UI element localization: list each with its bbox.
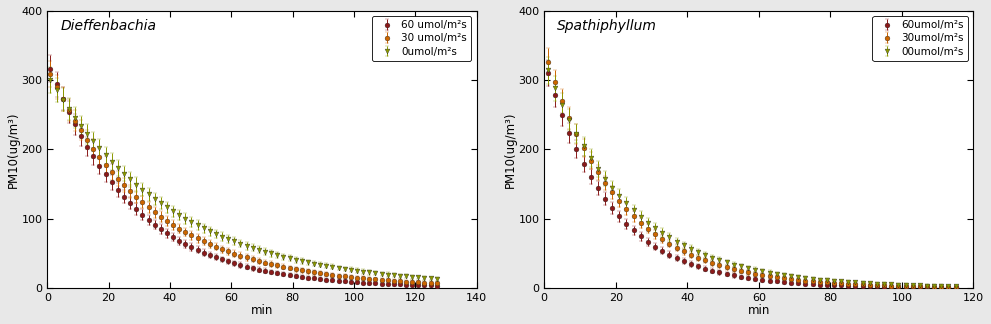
Y-axis label: PM10(ug/m³): PM10(ug/m³) bbox=[503, 111, 517, 188]
Legend: 60 umol/m²s, 30 umol/m²s, 0umol/m²s: 60 umol/m²s, 30 umol/m²s, 0umol/m²s bbox=[373, 16, 472, 61]
Text: Spathiphyllum: Spathiphyllum bbox=[557, 19, 657, 33]
Legend: 60umol/m²s, 30umol/m²s, 00umol/m²s: 60umol/m²s, 30umol/m²s, 00umol/m²s bbox=[872, 16, 968, 61]
Y-axis label: PM10(ug/m³): PM10(ug/m³) bbox=[7, 111, 20, 188]
X-axis label: min: min bbox=[747, 304, 770, 317]
X-axis label: min: min bbox=[251, 304, 274, 317]
Text: Dieffenbachia: Dieffenbachia bbox=[60, 19, 157, 33]
